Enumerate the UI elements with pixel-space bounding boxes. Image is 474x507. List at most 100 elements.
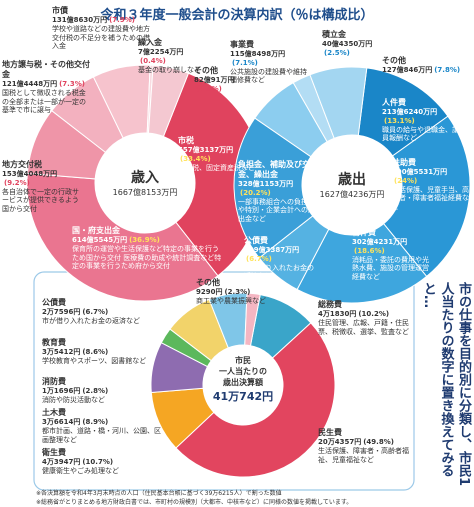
value-label: (6.7%) bbox=[82, 308, 109, 316]
segment-label: 事業費 115億8498万円(7.1%) 公共施設の建設費や維持補修費など bbox=[230, 40, 312, 85]
value-label: (8.6%) bbox=[82, 348, 109, 356]
category-name: 総務費 bbox=[318, 300, 342, 309]
category-name: 教育費 bbox=[42, 338, 66, 347]
amount-line: 3万6614円 (8.9%) bbox=[42, 418, 162, 427]
segment-label: 積立金 40億4350万円(2.5%) bbox=[322, 30, 382, 58]
side-note: 市の仕事を目的別に分類し、市民1人当たりの数字に置き換えてみると… bbox=[420, 282, 471, 487]
amount: 115億8498万円 bbox=[230, 50, 286, 58]
amount: 4万3947円 bbox=[42, 458, 81, 466]
description: 消防や防災活動など bbox=[42, 395, 105, 404]
description: 基金の取り崩しなど bbox=[138, 65, 201, 74]
amount-line: 127億846万円 (7.8%) bbox=[382, 66, 462, 75]
description: 職員の給与や退職金、議員報酬など bbox=[382, 125, 459, 143]
center-label: 歳入 1667億8153万円 bbox=[95, 167, 195, 198]
category-name: 国・府支出金 bbox=[72, 226, 120, 235]
center-title: 歳出 bbox=[338, 172, 366, 188]
description: 生活保護、児童手当、高齢者・障害者福祉経費など bbox=[392, 185, 469, 212]
amount-line: 3万5412円 (8.6%) bbox=[42, 348, 162, 357]
description: 市民税、固定資産税など bbox=[178, 163, 255, 172]
segment bbox=[244, 292, 261, 347]
amount: 109億3387万円 bbox=[244, 246, 300, 254]
amount: 557億3137万円 bbox=[178, 146, 234, 154]
amount-line: 40億4350万円(2.5%) bbox=[322, 40, 382, 58]
amount-line: 213億6240万円(13.1%) bbox=[382, 108, 462, 126]
center-label: 歳出 1627億4236万円 bbox=[302, 169, 402, 200]
amount: 40億4350万円 bbox=[322, 40, 373, 48]
segment-label: その他 127億846万円 (7.8%) bbox=[382, 56, 462, 75]
amount-line: 302億4231万円(18.6%) bbox=[352, 238, 434, 256]
value-label: (24%) bbox=[394, 176, 418, 185]
segment bbox=[296, 223, 428, 304]
description: 消耗品・委託の費用や光熱水費、施設の管理運営経費など bbox=[352, 255, 429, 282]
description: 商工業や農業振興など bbox=[196, 296, 266, 305]
value-label: (0.4%) bbox=[140, 56, 166, 65]
segment-label: 公債費 2万7596円 (6.7%) 市が借り入れたお金の返済など bbox=[42, 298, 162, 326]
center-title: 歳入 bbox=[131, 170, 159, 186]
amount-line: 4万3947円 (10.7%) bbox=[42, 458, 162, 467]
segment-label: 公債費 109億3387万円(6.7%) 市が借り入れたお金の返済など bbox=[244, 236, 316, 281]
segment-label: その他 9290円 (2.3%) 商工業や農業振興など bbox=[196, 278, 296, 306]
center-total: 41万742円 bbox=[212, 390, 274, 403]
segment-label: 人件費 213億6240万円(13.1%) 職員の給与や退職金、議員報酬など bbox=[382, 98, 462, 143]
category-name: 事業費 bbox=[230, 40, 254, 49]
segment bbox=[309, 66, 368, 139]
value-label: (18.6%) bbox=[354, 246, 385, 255]
segment-label: 総務費 4万1830円 (10.2%) 住民管理、広報、戸籍・住民票、税徴収、選挙、監… bbox=[318, 300, 413, 336]
amount: 9290円 bbox=[196, 288, 223, 296]
category-name: 民生費 bbox=[318, 428, 342, 437]
segment-label: 負担金、補助及び交付金、繰出金 328億1153万円(20.2%) 一部事務組合への… bbox=[238, 160, 320, 224]
value-label: (9.2%) bbox=[4, 178, 30, 187]
category-name: 地方交付税 bbox=[2, 160, 42, 169]
footnote: ※総務省がとりまとめる地方財政白書では、市町村の規模別（大都市、中核市など）に同… bbox=[36, 499, 353, 506]
segment-label: 繰入金 7億2254万円(0.4%) 基金の取り崩しなど bbox=[138, 38, 208, 74]
value-label: (10.7%) bbox=[82, 458, 114, 466]
segment-label: 市債 131億8630万円 (7.9%) 学校や道路などの建設費や地方交付税の不足分を… bbox=[52, 6, 152, 51]
amount: 3万5412円 bbox=[42, 348, 81, 356]
amount: 153億4048万円 bbox=[2, 170, 58, 178]
amount-line: 1万1696円 (2.8%) bbox=[42, 387, 162, 396]
center-total: 1627億4236万円 bbox=[319, 190, 385, 199]
amount-line: 131億8630万円 (7.9%) bbox=[52, 16, 152, 25]
amount-line: 20万4357円 (49.8%) bbox=[318, 438, 413, 447]
category-name: 市債 bbox=[52, 6, 68, 15]
amount: 131億8630万円 bbox=[52, 16, 108, 24]
value-label: (49.8%) bbox=[363, 438, 394, 446]
amount: 4万1830円 bbox=[318, 310, 357, 318]
value-label: (7.8%) bbox=[434, 66, 461, 74]
segment bbox=[162, 72, 264, 277]
amount: 82億91万円 bbox=[194, 76, 235, 84]
category-name: その他 bbox=[382, 56, 406, 65]
category-name: 人件費 bbox=[382, 98, 406, 107]
amount-line: 2万7596円 (6.7%) bbox=[42, 308, 162, 317]
center-title: 市民 bbox=[235, 356, 251, 365]
amount-line: 7億2254万円(0.4%) bbox=[138, 48, 208, 66]
value-label: (36.9%) bbox=[129, 236, 160, 244]
description: 各自治体で一定の行政サービスが提供できるよう国から交付 bbox=[2, 187, 79, 214]
amount: 127億846万円 bbox=[382, 66, 433, 74]
amount: 121億4448万円 bbox=[2, 80, 58, 88]
segment bbox=[233, 117, 314, 259]
segment-label: 土木費 3万6614円 (8.9%) 都市計画、道路・橋・河川、公園、区画整理など bbox=[42, 408, 162, 444]
description: 市が借り入れたお金の返済など bbox=[42, 316, 140, 325]
category-name: 市税 bbox=[178, 136, 194, 145]
amount: 614億5545万円 bbox=[72, 236, 128, 244]
description: 都市計画、道路・橋・河川、公園、区画整理など bbox=[42, 426, 161, 444]
description: 市が借り入れたお金の返済など bbox=[244, 263, 314, 281]
title: 令和３年度一般会計の決算内訳（％は構成比） bbox=[100, 8, 374, 23]
description: 学校や道路などの建設費や地方交付税の不足分を補うための借入金 bbox=[52, 24, 150, 51]
description: 保育所の運営や生活保護など特定の事業を行うため国から交付 医療費の助成や統計調査… bbox=[72, 244, 222, 271]
value-label: (7.1%) bbox=[232, 58, 258, 67]
amount-line: 4万1830円 (10.2%) bbox=[318, 310, 413, 319]
description: 健康衛生やごみ処理など bbox=[42, 466, 119, 475]
segment bbox=[147, 64, 190, 138]
center-title: 一人当たりの bbox=[219, 367, 267, 376]
amount: 7億2254万円 bbox=[138, 48, 184, 56]
segment-label: 消防費 1万1696円 (2.8%) 消防や防災活動など bbox=[42, 377, 162, 405]
amount-line: 614億5545万円 (36.9%) bbox=[72, 236, 222, 245]
category-name: 公債費 bbox=[244, 236, 268, 245]
amount-line: 390億5531万円(24%) bbox=[392, 168, 470, 186]
category-name: その他 bbox=[194, 66, 218, 75]
category-name: 地方譲与税・その他交付金 bbox=[2, 60, 90, 79]
amount-line: 121億4448万円 (7.3%) bbox=[2, 80, 90, 89]
